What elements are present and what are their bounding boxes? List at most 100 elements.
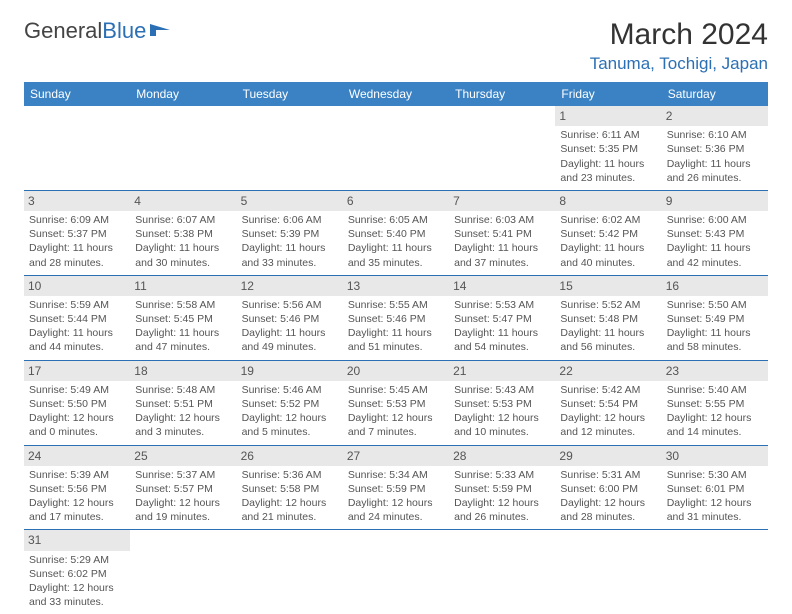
day-number: 23 bbox=[662, 361, 768, 381]
calendar-cell: 14Sunrise: 5:53 AMSunset: 5:47 PMDayligh… bbox=[449, 275, 555, 360]
sunset-line: Sunset: 5:55 PM bbox=[667, 397, 763, 411]
calendar-cell: 31Sunrise: 5:29 AMSunset: 6:02 PMDayligh… bbox=[24, 530, 130, 614]
calendar-row: 24Sunrise: 5:39 AMSunset: 5:56 PMDayligh… bbox=[24, 445, 768, 530]
sunrise-line: Sunrise: 5:48 AM bbox=[135, 383, 231, 397]
sunset-line: Sunset: 5:53 PM bbox=[348, 397, 444, 411]
sunset-line: Sunset: 5:59 PM bbox=[348, 482, 444, 496]
daylight-line: Daylight: 12 hours and 21 minutes. bbox=[242, 496, 338, 524]
day-number: 22 bbox=[555, 361, 661, 381]
day-number: 3 bbox=[24, 191, 130, 211]
sunset-line: Sunset: 5:59 PM bbox=[454, 482, 550, 496]
calendar-cell: 18Sunrise: 5:48 AMSunset: 5:51 PMDayligh… bbox=[130, 360, 236, 445]
daylight-line: Daylight: 12 hours and 3 minutes. bbox=[135, 411, 231, 439]
sunset-line: Sunset: 5:48 PM bbox=[560, 312, 656, 326]
daylight-line: Daylight: 12 hours and 26 minutes. bbox=[454, 496, 550, 524]
sunrise-line: Sunrise: 6:07 AM bbox=[135, 213, 231, 227]
day-number: 17 bbox=[24, 361, 130, 381]
calendar-cell bbox=[130, 530, 236, 614]
sunrise-line: Sunrise: 6:05 AM bbox=[348, 213, 444, 227]
day-number: 10 bbox=[24, 276, 130, 296]
calendar-row: 17Sunrise: 5:49 AMSunset: 5:50 PMDayligh… bbox=[24, 360, 768, 445]
calendar-cell: 5Sunrise: 6:06 AMSunset: 5:39 PMDaylight… bbox=[237, 190, 343, 275]
calendar-cell: 13Sunrise: 5:55 AMSunset: 5:46 PMDayligh… bbox=[343, 275, 449, 360]
sunrise-line: Sunrise: 6:06 AM bbox=[242, 213, 338, 227]
daylight-line: Daylight: 12 hours and 24 minutes. bbox=[348, 496, 444, 524]
day-number: 11 bbox=[130, 276, 236, 296]
sunset-line: Sunset: 5:53 PM bbox=[454, 397, 550, 411]
sunrise-line: Sunrise: 5:58 AM bbox=[135, 298, 231, 312]
sunrise-line: Sunrise: 5:37 AM bbox=[135, 468, 231, 482]
calendar-cell: 30Sunrise: 5:30 AMSunset: 6:01 PMDayligh… bbox=[662, 445, 768, 530]
weekday-header: Friday bbox=[555, 82, 661, 106]
sunrise-line: Sunrise: 5:29 AM bbox=[29, 553, 125, 567]
sunrise-line: Sunrise: 5:40 AM bbox=[667, 383, 763, 397]
sunrise-line: Sunrise: 5:46 AM bbox=[242, 383, 338, 397]
calendar-cell: 20Sunrise: 5:45 AMSunset: 5:53 PMDayligh… bbox=[343, 360, 449, 445]
day-number: 24 bbox=[24, 446, 130, 466]
sunset-line: Sunset: 5:49 PM bbox=[667, 312, 763, 326]
weekday-header: Monday bbox=[130, 82, 236, 106]
sunrise-line: Sunrise: 5:52 AM bbox=[560, 298, 656, 312]
calendar-body: 1Sunrise: 6:11 AMSunset: 5:35 PMDaylight… bbox=[24, 106, 768, 614]
sunrise-line: Sunrise: 5:55 AM bbox=[348, 298, 444, 312]
sunrise-line: Sunrise: 6:03 AM bbox=[454, 213, 550, 227]
daylight-line: Daylight: 12 hours and 17 minutes. bbox=[29, 496, 125, 524]
sunrise-line: Sunrise: 6:00 AM bbox=[667, 213, 763, 227]
sunset-line: Sunset: 5:52 PM bbox=[242, 397, 338, 411]
daylight-line: Daylight: 11 hours and 54 minutes. bbox=[454, 326, 550, 354]
day-number: 28 bbox=[449, 446, 555, 466]
calendar-cell bbox=[130, 106, 236, 190]
day-number: 27 bbox=[343, 446, 449, 466]
sunrise-line: Sunrise: 5:45 AM bbox=[348, 383, 444, 397]
day-number: 1 bbox=[555, 106, 661, 126]
sunset-line: Sunset: 5:46 PM bbox=[348, 312, 444, 326]
calendar-cell: 15Sunrise: 5:52 AMSunset: 5:48 PMDayligh… bbox=[555, 275, 661, 360]
day-number: 20 bbox=[343, 361, 449, 381]
sunrise-line: Sunrise: 5:33 AM bbox=[454, 468, 550, 482]
sunrise-line: Sunrise: 6:09 AM bbox=[29, 213, 125, 227]
logo: GeneralBlue bbox=[24, 18, 172, 44]
calendar-cell: 2Sunrise: 6:10 AMSunset: 5:36 PMDaylight… bbox=[662, 106, 768, 190]
weekday-header: Saturday bbox=[662, 82, 768, 106]
sunrise-line: Sunrise: 5:36 AM bbox=[242, 468, 338, 482]
sunset-line: Sunset: 5:41 PM bbox=[454, 227, 550, 241]
sunset-line: Sunset: 5:42 PM bbox=[560, 227, 656, 241]
daylight-line: Daylight: 11 hours and 37 minutes. bbox=[454, 241, 550, 269]
sunrise-line: Sunrise: 5:49 AM bbox=[29, 383, 125, 397]
flag-icon bbox=[150, 18, 172, 44]
weekday-header: Thursday bbox=[449, 82, 555, 106]
calendar-cell bbox=[237, 530, 343, 614]
sunrise-line: Sunrise: 5:43 AM bbox=[454, 383, 550, 397]
sunset-line: Sunset: 5:45 PM bbox=[135, 312, 231, 326]
daylight-line: Daylight: 12 hours and 28 minutes. bbox=[560, 496, 656, 524]
sunset-line: Sunset: 5:38 PM bbox=[135, 227, 231, 241]
calendar-cell: 6Sunrise: 6:05 AMSunset: 5:40 PMDaylight… bbox=[343, 190, 449, 275]
sunset-line: Sunset: 5:44 PM bbox=[29, 312, 125, 326]
sunrise-line: Sunrise: 5:34 AM bbox=[348, 468, 444, 482]
calendar-cell: 10Sunrise: 5:59 AMSunset: 5:44 PMDayligh… bbox=[24, 275, 130, 360]
sunset-line: Sunset: 5:47 PM bbox=[454, 312, 550, 326]
calendar-cell: 25Sunrise: 5:37 AMSunset: 5:57 PMDayligh… bbox=[130, 445, 236, 530]
calendar-cell bbox=[449, 106, 555, 190]
calendar-cell: 21Sunrise: 5:43 AMSunset: 5:53 PMDayligh… bbox=[449, 360, 555, 445]
sunrise-line: Sunrise: 5:30 AM bbox=[667, 468, 763, 482]
sunset-line: Sunset: 5:40 PM bbox=[348, 227, 444, 241]
daylight-line: Daylight: 12 hours and 31 minutes. bbox=[667, 496, 763, 524]
calendar-cell bbox=[555, 530, 661, 614]
calendar-row: 3Sunrise: 6:09 AMSunset: 5:37 PMDaylight… bbox=[24, 190, 768, 275]
sunset-line: Sunset: 5:46 PM bbox=[242, 312, 338, 326]
calendar-cell bbox=[24, 106, 130, 190]
day-number: 18 bbox=[130, 361, 236, 381]
day-number: 9 bbox=[662, 191, 768, 211]
daylight-line: Daylight: 12 hours and 12 minutes. bbox=[560, 411, 656, 439]
daylight-line: Daylight: 11 hours and 40 minutes. bbox=[560, 241, 656, 269]
day-number: 6 bbox=[343, 191, 449, 211]
logo-text-1: General bbox=[24, 18, 102, 44]
day-number: 15 bbox=[555, 276, 661, 296]
sunset-line: Sunset: 5:39 PM bbox=[242, 227, 338, 241]
calendar-cell bbox=[237, 106, 343, 190]
sunset-line: Sunset: 5:58 PM bbox=[242, 482, 338, 496]
daylight-line: Daylight: 12 hours and 0 minutes. bbox=[29, 411, 125, 439]
title-block: March 2024 Tanuma, Tochigi, Japan bbox=[590, 18, 768, 74]
day-number: 25 bbox=[130, 446, 236, 466]
